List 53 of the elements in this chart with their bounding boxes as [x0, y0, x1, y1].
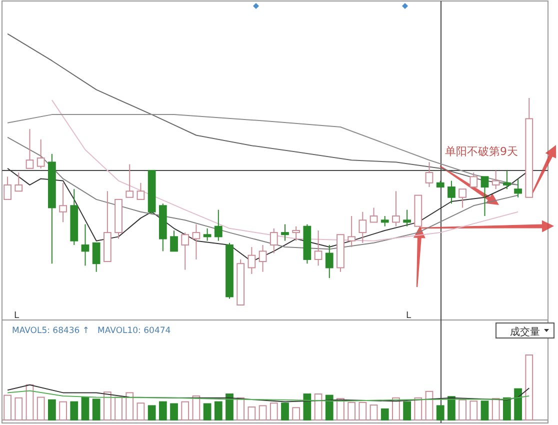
- bar: [258, 405, 267, 420]
- bar: [436, 405, 444, 420]
- bar: [492, 398, 500, 420]
- bar: [325, 394, 334, 420]
- bar: [59, 401, 67, 420]
- bar: [170, 403, 178, 420]
- text: L: [14, 311, 20, 321]
- bar: [314, 394, 322, 420]
- bar: [70, 401, 78, 420]
- bar: [380, 408, 389, 420]
- bar: [525, 354, 534, 420]
- bar: [414, 397, 422, 420]
- bar: [358, 402, 367, 420]
- bar: [26, 384, 34, 420]
- bar: [148, 405, 156, 420]
- text: MAVOL5: 68436 ↑: [12, 326, 90, 336]
- bar: [36, 396, 45, 420]
- text: L: [406, 311, 412, 321]
- bar: [181, 401, 190, 420]
- bar: [214, 401, 222, 420]
- bar: [81, 396, 90, 420]
- bar: [192, 395, 200, 420]
- text: 成交量: [510, 326, 540, 338]
- bar: [303, 394, 312, 420]
- bar: [236, 397, 245, 420]
- bar: [103, 392, 112, 420]
- bar: [348, 402, 356, 420]
- bar: [392, 397, 400, 420]
- bar: [458, 399, 466, 420]
- bar: [403, 401, 411, 420]
- bar: [470, 400, 478, 420]
- bar: [448, 396, 456, 420]
- bar: [126, 392, 134, 420]
- bar: [136, 402, 145, 420]
- bar: [425, 390, 434, 420]
- bar: [14, 397, 23, 420]
- bar: [114, 396, 122, 420]
- bar: [370, 404, 378, 420]
- text: MAVOL10: 60474: [98, 326, 171, 336]
- bar: [48, 399, 56, 420]
- bar: [503, 397, 511, 420]
- bar: [248, 406, 256, 420]
- bar: [158, 401, 167, 420]
- bar: [292, 407, 300, 420]
- annotation: 单阳不破第9天: [445, 145, 518, 158]
- bar: [226, 394, 234, 420]
- bar: [281, 402, 289, 420]
- bar: [514, 388, 522, 420]
- bar: [92, 398, 100, 420]
- bar: [203, 403, 212, 420]
- bar: [270, 402, 278, 420]
- bar: [480, 400, 489, 420]
- bar: [4, 394, 12, 420]
